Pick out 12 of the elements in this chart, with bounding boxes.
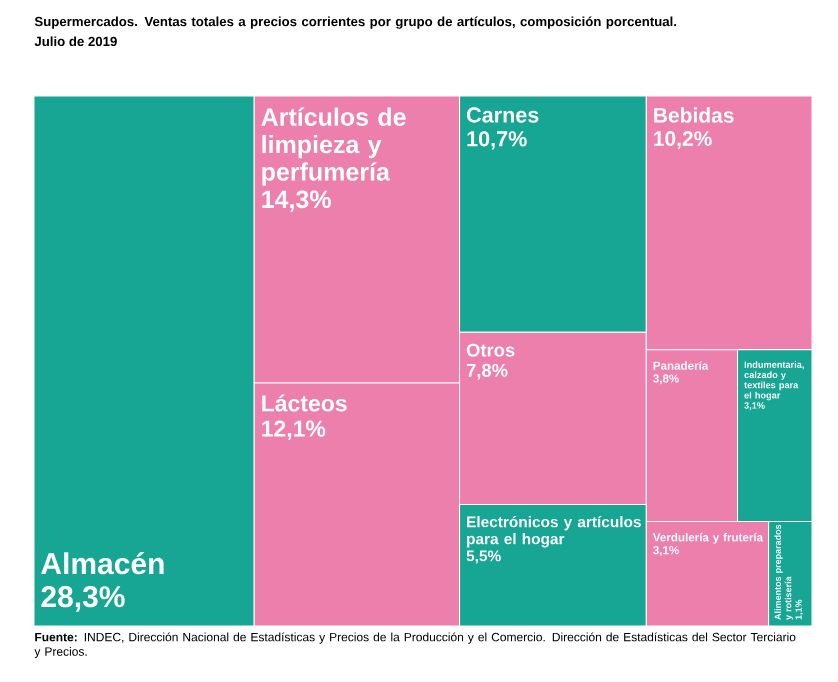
- category-label: Almacén: [41, 552, 164, 575]
- category-label: Artículos de limpieza y perfumería: [261, 107, 406, 186]
- data-label: 7,8%: [466, 363, 508, 380]
- data-label: 10,7%: [467, 131, 527, 150]
- category-label: Carnes: [466, 107, 539, 123]
- category-label: Otros: [466, 343, 515, 357]
- category-label: Bebidas: [654, 107, 734, 123]
- category-label: Lácteos: [262, 394, 347, 412]
- data-label: 14,3%: [262, 190, 331, 212]
- data-label: 28,3%: [41, 586, 125, 612]
- data-label: 10,2%: [654, 131, 712, 150]
- data-label: 12,1%: [262, 420, 326, 441]
